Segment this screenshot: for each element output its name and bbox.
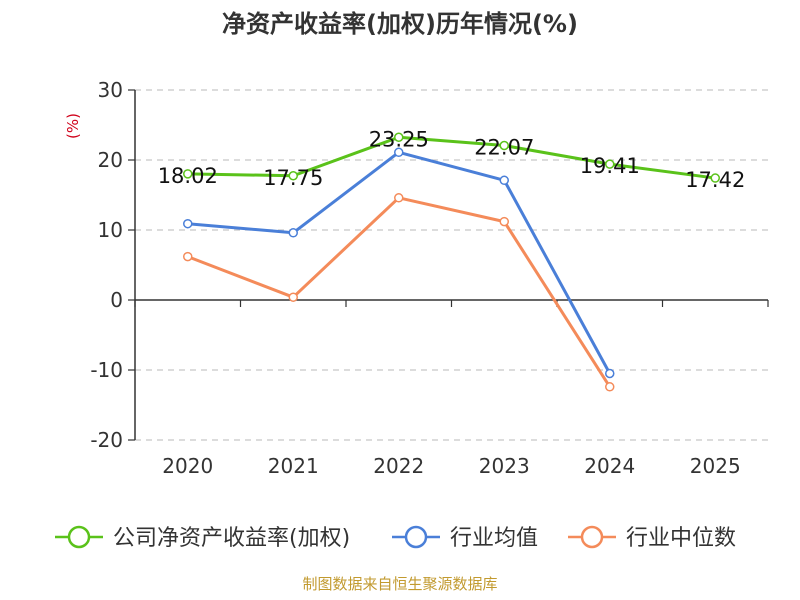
legend-label-1: 行业均值: [450, 526, 538, 551]
data-point-2-0: [183, 251, 193, 262]
x-tick-label-2021: 2021: [268, 454, 319, 478]
data-label-2024: 19.41: [580, 154, 640, 178]
legend-marker-icon: [404, 525, 428, 549]
data-label-2023: 22.07: [474, 136, 534, 160]
y-tick-label--10: -10: [90, 358, 123, 382]
legend: 公司净资产收益率(加权) 行业均值 行业中位数: [55, 525, 736, 551]
y-tick-label-20: 20: [98, 148, 123, 172]
x-tick-label-2024: 2024: [584, 454, 635, 478]
x-tick-label-2025: 2025: [690, 454, 741, 478]
data-point-0-0: [183, 169, 193, 179]
x-tick-label-2022: 2022: [373, 454, 424, 478]
data-point-0-3: [499, 140, 509, 151]
data-label-2022: 23.25: [369, 127, 429, 151]
legend-label-2: 行业中位数: [626, 526, 736, 551]
data-point-1-0: [183, 218, 193, 229]
x-tick-label-2020: 2020: [162, 454, 213, 478]
data-point-0-5: [710, 173, 720, 183]
axes: -20 -10 0 10 20 30 2020 2021 2022 2023 2024 2025 (%): [64, 78, 769, 478]
x-tick-label-2023: 2023: [479, 454, 530, 478]
series-line-1: [187, 150, 612, 375]
chart-title: 净资产收益率(加权)历年情况(%): [222, 10, 578, 38]
series: [183, 132, 720, 392]
legend-item-2: 行业中位数: [568, 525, 736, 551]
series-line-0: [187, 135, 716, 180]
data-point-1-4: [605, 368, 615, 379]
data-labels: 18.02 17.75 23.25 22.07 19.41 17.42: [158, 127, 746, 192]
y-axis-label: (%): [64, 113, 82, 139]
data-label-2020: 18.02: [158, 164, 218, 188]
data-point-0-4: [605, 159, 615, 169]
data-point-2-1: [288, 292, 298, 302]
y-tick-label--20: -20: [90, 428, 123, 452]
source-footer: 制图数据来自恒生聚源数据库: [302, 575, 498, 593]
data-label-2021: 17.75: [263, 166, 323, 190]
data-point-0-1: [288, 171, 298, 181]
data-label-2025: 17.42: [685, 168, 745, 192]
data-point-1-2: [394, 147, 404, 158]
legend-item-0: 公司净资产收益率(加权): [55, 525, 350, 551]
data-point-1-3: [499, 175, 509, 186]
data-point-2-4: [605, 382, 615, 392]
legend-marker-icon: [580, 525, 604, 549]
data-point-0-2: [394, 132, 404, 142]
data-point-2-2: [394, 193, 404, 203]
data-point-2-3: [499, 216, 509, 227]
series-line-2: [187, 196, 612, 388]
legend-marker-icon: [67, 525, 91, 549]
y-tick-label-0: 0: [110, 288, 123, 312]
legend-label-0: 公司净资产收益率(加权): [113, 526, 350, 551]
legend-item-1: 行业均值: [392, 525, 538, 551]
data-point-1-1: [288, 228, 298, 238]
y-tick-label-30: 30: [98, 78, 123, 102]
y-tick-label-10: 10: [98, 218, 123, 242]
